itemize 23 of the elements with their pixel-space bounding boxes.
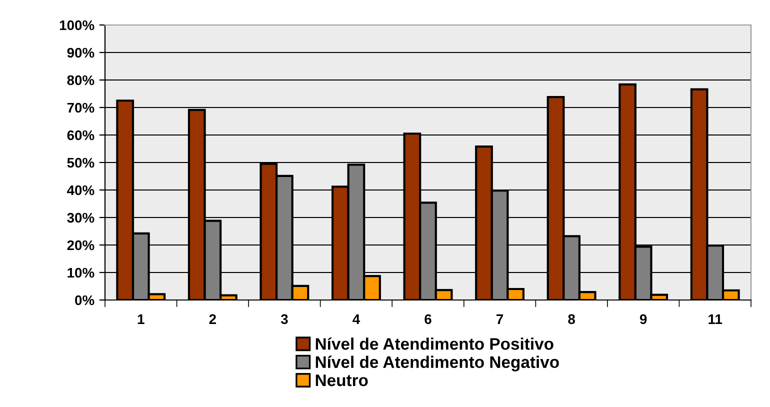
y-tick-label: 80% — [67, 75, 94, 86]
y-tick-label: 0% — [75, 295, 94, 306]
x-tick-label: 6 — [424, 314, 432, 324]
legend-label: Nível de Atendimento Positivo — [316, 337, 554, 350]
y-tick-label: 20% — [67, 240, 94, 250]
y-tick-label: 50% — [67, 158, 94, 168]
y-tick-label: 90% — [67, 48, 94, 58]
legend-label: Nível de Atendimento Negativo — [316, 356, 559, 372]
y-tick-label: 70% — [67, 102, 94, 113]
y-tick-label: 60% — [67, 130, 94, 140]
x-tick-label: 3 — [280, 314, 288, 324]
x-tick-label: 4 — [352, 314, 360, 324]
x-tick-label: 11 — [708, 314, 722, 324]
y-tick-label: 10% — [68, 268, 94, 278]
y-tick-label: 100% — [60, 20, 94, 30]
y-tick-label: 30% — [67, 212, 94, 223]
x-tick-label: 1 — [138, 314, 144, 324]
x-tick-label: 7 — [496, 314, 504, 324]
x-tick-label: 2 — [209, 314, 216, 324]
y-tick-label: 40% — [66, 185, 94, 196]
legend-label: Neutro — [316, 374, 368, 386]
x-tick-label: 9 — [640, 314, 647, 324]
x-tick-label: 8 — [568, 314, 575, 324]
